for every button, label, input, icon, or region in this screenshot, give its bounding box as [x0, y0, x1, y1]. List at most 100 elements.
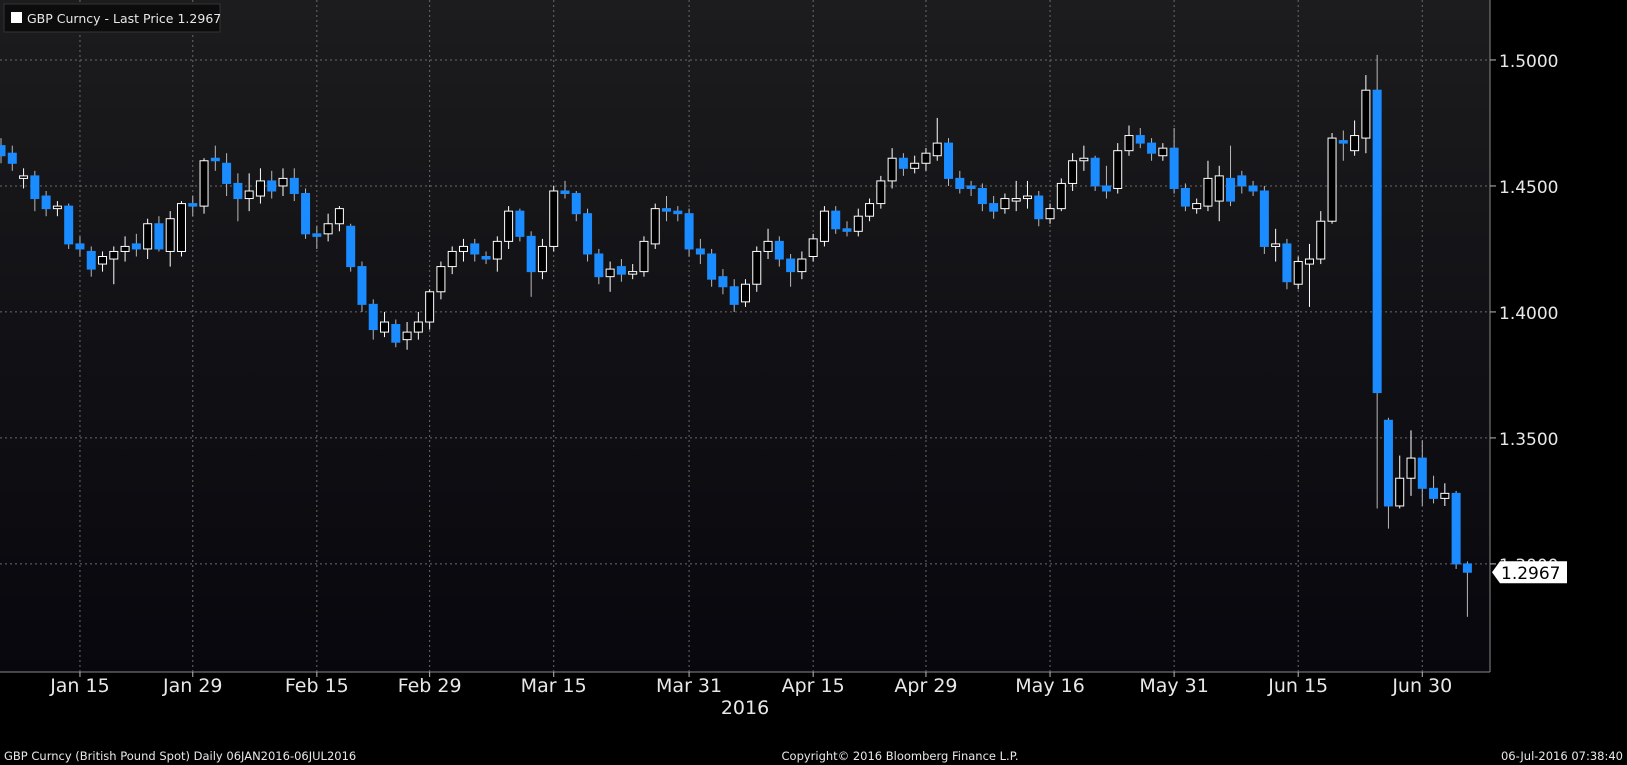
candle-body — [1034, 195, 1044, 220]
x-tick-label: Jan 29 — [162, 675, 223, 697]
candle-body — [583, 213, 593, 255]
candle-body — [64, 205, 74, 245]
candle-body — [695, 248, 705, 255]
candle-body — [673, 210, 683, 215]
copyright: Copyright© 2016 Bloomberg Finance L.P. — [782, 749, 1019, 763]
candle-body — [1045, 208, 1055, 220]
candle-body — [30, 175, 40, 200]
candle-body — [1259, 190, 1269, 247]
candle-body — [436, 266, 446, 293]
legend-box — [3, 3, 221, 33]
candle-body — [86, 250, 96, 270]
candle-body — [176, 203, 186, 252]
candle-body — [0, 145, 6, 157]
candle-body — [1417, 457, 1427, 489]
footer-left: GBP Curncy (British Pound Spot) Daily 06… — [4, 749, 356, 763]
candle-body — [1451, 492, 1461, 565]
candle-body — [1304, 258, 1314, 265]
candle-body — [165, 218, 175, 252]
candle-body — [752, 250, 762, 285]
candle-body — [233, 182, 243, 200]
x-tick-label: Mar 31 — [656, 675, 722, 697]
candle-body — [1022, 195, 1032, 200]
x-tick-label: May 16 — [1015, 675, 1085, 697]
candle-body — [989, 203, 999, 212]
candle-body — [628, 271, 638, 275]
candle-body — [910, 162, 920, 169]
candle-body — [1372, 89, 1382, 394]
candle-body — [650, 208, 660, 245]
candle-body — [898, 157, 908, 169]
candle-body — [1282, 243, 1292, 283]
candle-body — [278, 177, 288, 187]
candle-body — [662, 208, 672, 212]
legend-label: GBP Curncy - Last Price — [27, 11, 174, 26]
candle-body — [729, 286, 739, 305]
candle-body — [357, 266, 367, 305]
candle-body — [143, 223, 153, 250]
candle-body — [131, 243, 141, 250]
legend-swatch — [11, 12, 22, 23]
candle-body — [819, 210, 829, 242]
candle-body — [1429, 487, 1439, 499]
candle-body — [255, 180, 265, 197]
x-tick-label: Jan 15 — [49, 675, 110, 697]
candle-body — [222, 162, 232, 184]
candles — [0, 54, 1472, 617]
candle-body — [1440, 492, 1450, 499]
x-tick-label: Feb 29 — [398, 675, 462, 697]
candle-body — [537, 245, 547, 273]
candle-body — [368, 303, 378, 331]
candle-body — [594, 253, 604, 278]
candle-body — [549, 190, 559, 247]
plot-area — [0, 0, 1490, 672]
candle-body — [1068, 160, 1078, 184]
candle-body — [842, 228, 852, 232]
candle-body — [1462, 563, 1472, 573]
candle-body — [1147, 142, 1157, 154]
candle-body — [504, 210, 514, 242]
candle-body — [1327, 137, 1337, 222]
candle-body — [19, 175, 29, 179]
candle-body — [1383, 419, 1393, 507]
timestamp: 06-Jul-2016 07:38:40 — [1501, 749, 1623, 763]
candle-body — [1395, 477, 1405, 507]
candle-body — [1011, 198, 1021, 202]
candle-body — [41, 195, 51, 210]
x-tick-label: Feb 15 — [285, 675, 349, 697]
x-tick-label: Jun 30 — [1391, 675, 1452, 697]
candle-body — [774, 240, 784, 260]
candle-body — [684, 213, 694, 250]
candle-body — [1350, 135, 1360, 152]
candle-body — [1101, 185, 1111, 192]
candle-body — [75, 243, 85, 250]
candle-body — [616, 266, 626, 275]
candle-body — [391, 324, 401, 343]
candle-body — [1203, 177, 1213, 207]
candle-body — [346, 225, 356, 268]
y-tick-label: 1.3500 — [1499, 430, 1558, 450]
candle-body — [515, 210, 525, 237]
candle-body — [188, 203, 198, 207]
candle-body — [402, 331, 412, 341]
candle-body — [301, 193, 311, 235]
candle-body — [244, 190, 254, 200]
candle-body — [1293, 261, 1303, 285]
candle-body — [109, 250, 119, 260]
candle-body — [605, 268, 615, 278]
candle-body — [312, 233, 322, 237]
legend-last-price: 1.2967 — [177, 11, 221, 26]
x-tick-label: May 31 — [1139, 675, 1209, 697]
candle-body — [1000, 198, 1010, 210]
candle-body — [1338, 140, 1348, 144]
candle-body — [323, 223, 333, 235]
candle-body — [1271, 243, 1281, 247]
candle-body — [458, 245, 468, 252]
candle-body — [447, 250, 457, 268]
candle-body — [977, 187, 987, 205]
candle-body — [876, 180, 886, 205]
candle-body — [560, 190, 570, 195]
candle-body — [1158, 147, 1168, 157]
